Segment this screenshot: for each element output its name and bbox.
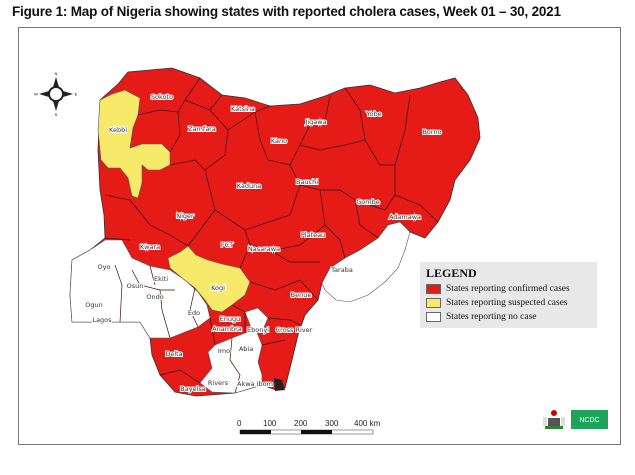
state-kogi[interactable] xyxy=(167,245,251,313)
state-taraba[interactable] xyxy=(321,221,411,303)
legend-item-no-case: States reporting no case xyxy=(426,312,537,322)
compass-n: N xyxy=(55,71,58,76)
state-label-ogun: Ogun xyxy=(85,301,102,309)
legend-label: States reporting suspected cases xyxy=(446,298,568,308)
bakassi-area xyxy=(274,378,285,391)
scale-tick: 400 km xyxy=(354,419,381,428)
state-ebonyi[interactable] xyxy=(244,307,269,333)
compass-w: W xyxy=(34,92,38,97)
state-label-kogi: Kogi xyxy=(211,284,225,292)
state-label-ebonyi: Ebonyi xyxy=(247,326,269,334)
state-borders xyxy=(104,77,439,394)
scale-tick: 300 xyxy=(325,419,339,428)
state-label-abia: Abia xyxy=(239,345,253,353)
north-arrow-compass-icon: N S W E xyxy=(34,71,78,117)
state-label-kaduna: Kaduna xyxy=(237,182,261,190)
map-frame xyxy=(18,27,621,445)
figure-title: Figure 1: Map of Nigeria showing states … xyxy=(12,4,561,19)
state-label-ekiti: Ekiti xyxy=(154,275,168,283)
state-label-kebbi: Kebbi xyxy=(109,126,127,134)
state-label-oyo: Oyo xyxy=(98,263,111,271)
state-label-taraba: Taraba xyxy=(330,266,353,274)
state-label-fct: FCT xyxy=(221,241,233,249)
state-kebbi[interactable] xyxy=(97,89,171,199)
state-label-anambra: Anambra xyxy=(212,325,242,333)
state-label-ondo: Ondo xyxy=(146,293,163,301)
state-label-rivers: Rivers xyxy=(208,379,229,387)
state-label-gombe: Gombe xyxy=(356,198,379,206)
state-label-cross-river: Cross River xyxy=(276,326,313,334)
state-label-bauchi: Bauchi xyxy=(296,178,318,186)
scale-bar xyxy=(239,429,374,435)
state-label-yobe: Yobe xyxy=(365,110,381,118)
state-label-katsina: Katsina xyxy=(231,105,255,113)
state-label-benue: Benue xyxy=(291,291,312,299)
state-label-kano: Kano xyxy=(271,137,287,145)
compass-s: S xyxy=(55,112,58,117)
swatch-no-case xyxy=(426,312,441,322)
swatch-confirmed xyxy=(426,284,441,294)
state-label-zamfara: Zamfara xyxy=(188,125,216,133)
state-label-bayelsa: Bayelsa xyxy=(180,385,205,393)
compass-e: E xyxy=(75,92,78,97)
state-label-enugu: Enugu xyxy=(220,315,241,323)
state-label-imo: Imo xyxy=(218,347,230,355)
state-label-jigawa: Jigawa xyxy=(304,118,326,126)
state-label-lagos: Lagos xyxy=(92,316,112,324)
state-label-sokoto: Sokoto xyxy=(151,93,173,101)
scale-tick: 0 xyxy=(237,419,242,428)
state-label-osun: Osun xyxy=(127,282,144,290)
legend-item-suspected: States reporting suspected cases xyxy=(426,298,568,308)
swatch-suspected xyxy=(426,298,441,308)
legend-item-confirmed: States reporting confirmed cases xyxy=(426,284,570,294)
legend: LEGEND States reporting confirmed cases … xyxy=(420,262,597,328)
state-label-edo: Edo xyxy=(188,309,200,317)
state-label-borno: Borno xyxy=(422,128,441,136)
state-label-adamawa: Adamawa xyxy=(389,213,421,221)
scale-tick: 200 xyxy=(294,419,308,428)
legend-title: LEGEND xyxy=(426,266,477,280)
ncdc-logo: NCDC xyxy=(571,410,608,429)
state-label-nasarawa: Nasarawa xyxy=(248,245,280,253)
state-label-akwa-ibom: Akwa Ibom xyxy=(237,380,273,388)
scale-tick: 100 xyxy=(263,419,277,428)
state-label-plateau: Plateau xyxy=(301,231,325,239)
legend-label: States reporting confirmed cases xyxy=(446,284,570,294)
coat-of-arms-logo xyxy=(543,410,565,429)
legend-label: States reporting no case xyxy=(446,312,537,322)
svg-text:NCDC: NCDC xyxy=(579,417,599,424)
state-label-kwara: Kwara xyxy=(140,243,160,251)
state-label-niger: Niger xyxy=(176,212,194,220)
state-label-delta: Delta xyxy=(165,350,182,358)
